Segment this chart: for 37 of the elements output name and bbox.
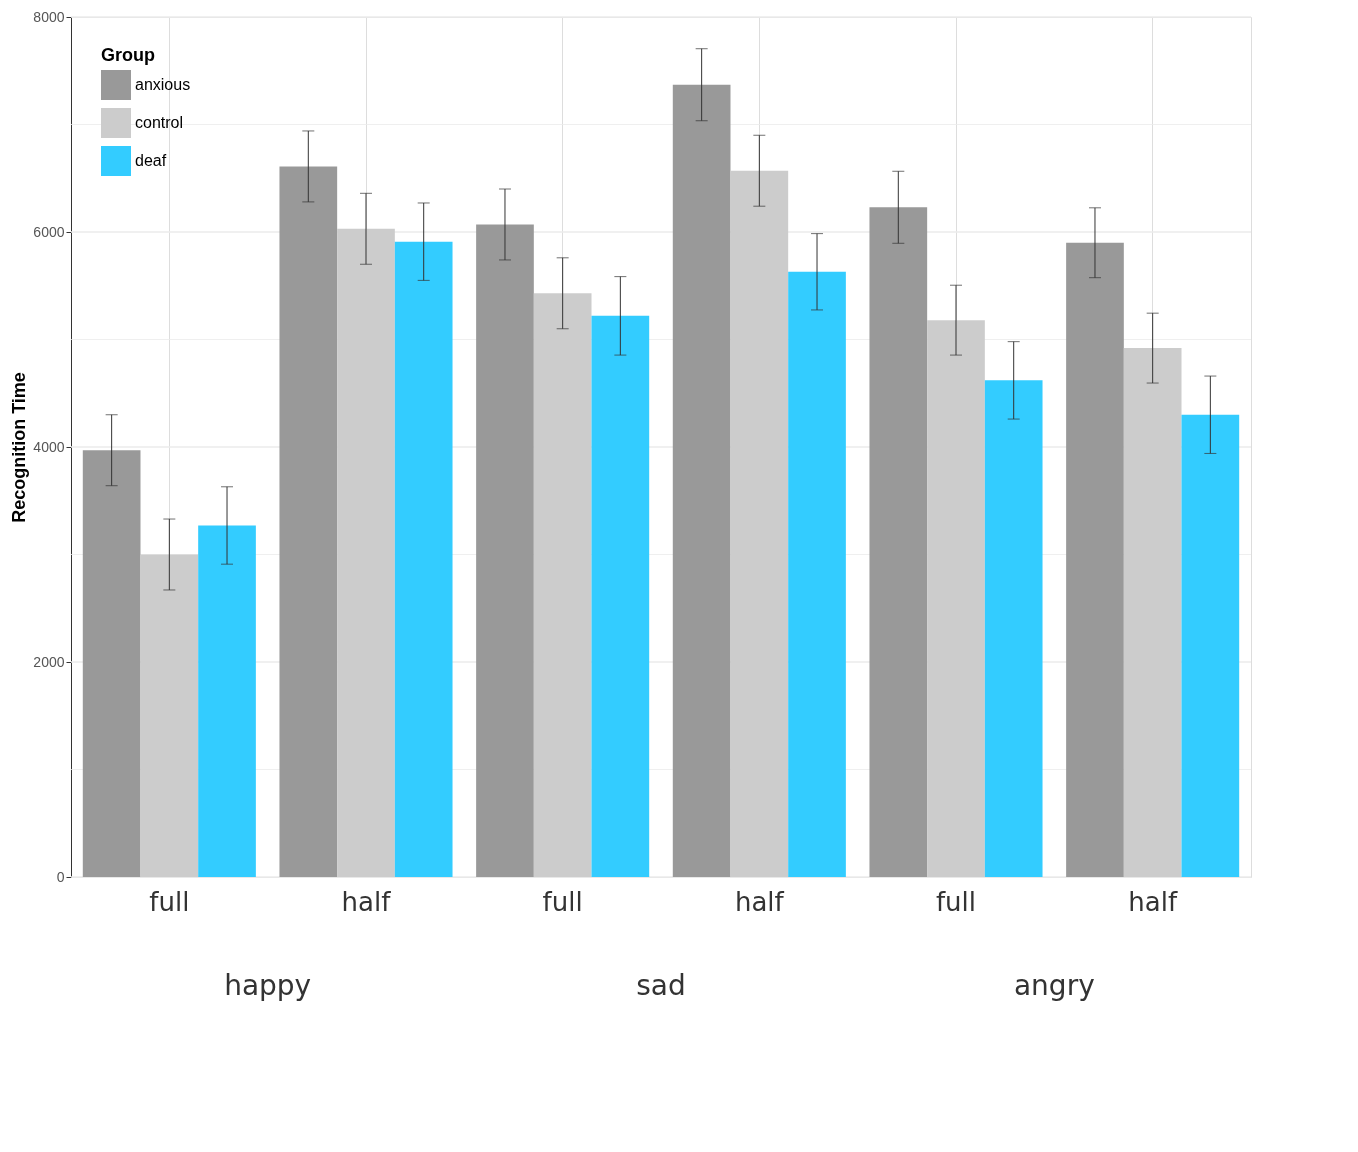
bar [730,170,789,877]
bar [1181,414,1240,877]
bar [533,293,592,877]
bar [198,525,256,877]
x-tick-label: half [1128,886,1178,917]
bar [927,320,985,877]
bar [337,228,395,877]
bar [984,380,1043,877]
legend-label: anxious [135,76,191,93]
y-axis-title: Recognition Time [9,372,30,523]
bar [672,84,731,877]
bar [788,271,846,877]
x-tick-label: full [149,886,190,917]
y-tick-label: 2000 [33,653,65,670]
text: angry [1013,969,1095,1002]
bar [140,554,199,877]
x-tick-label: half [734,886,785,917]
bar [591,315,650,877]
text: sad [636,969,686,1002]
legend-title: Group [101,45,155,65]
y-tick-label: 4000 [33,438,65,455]
y-tick-label: 0 [56,868,65,885]
x-tick-label: full [542,886,583,917]
y-tick-label: 8000 [33,8,65,25]
x-tick-label: full [935,886,977,917]
bar [82,450,141,877]
bar [1123,348,1182,877]
legend-label: deaf [135,152,167,169]
legend-label: control [135,114,184,131]
bar [279,166,338,877]
bar [476,224,534,877]
bar [394,241,453,877]
bar [869,207,928,877]
y-tick-label: 6000 [33,223,65,240]
x-tick-label: half [341,886,392,917]
text: happy [224,969,312,1002]
bar [1066,242,1124,877]
